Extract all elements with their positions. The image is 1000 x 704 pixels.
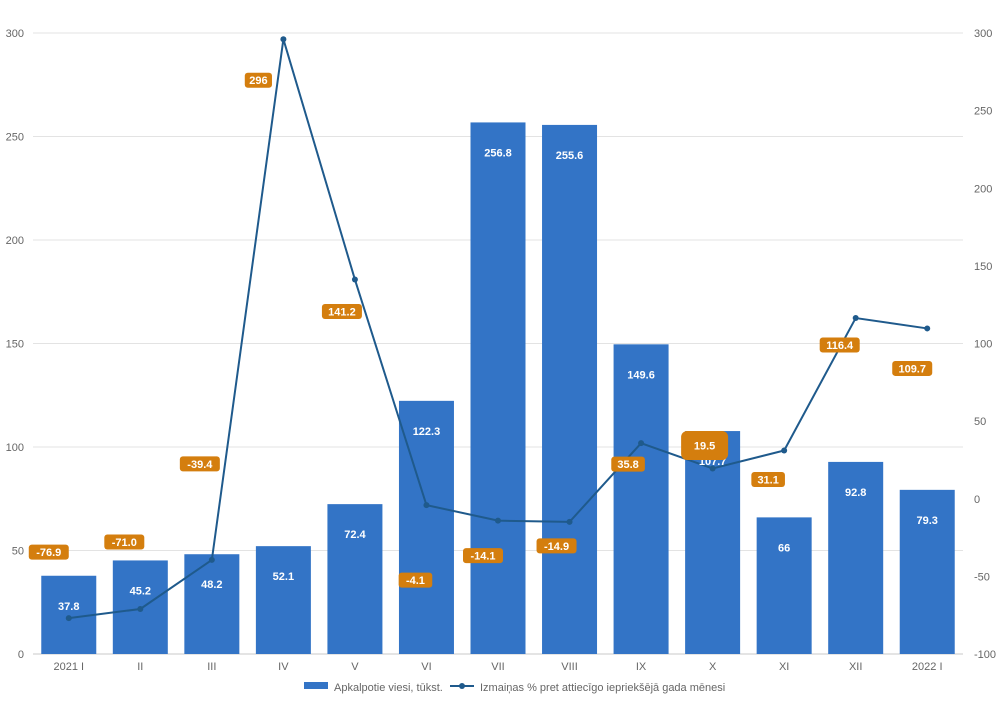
bar-label: 255.6: [556, 150, 584, 162]
line-label: 31.1: [757, 474, 778, 486]
bar: [756, 517, 812, 654]
bar-label: 52.1: [273, 571, 294, 583]
line-label-box: [28, 544, 69, 560]
line-point: [423, 502, 430, 509]
x-axis-tick: IX: [636, 661, 647, 673]
bar-label: 37.8: [58, 601, 79, 613]
line-label-box: [244, 72, 272, 88]
left-axis-tick: 200: [6, 235, 24, 247]
line-point: [65, 615, 72, 622]
bar: [613, 344, 669, 654]
line-point: [924, 325, 931, 332]
line-point: [495, 517, 501, 524]
line-label: 35.8: [617, 459, 638, 471]
x-axis-tick: V: [351, 661, 359, 673]
line-label-box: [179, 456, 220, 472]
legend-line-marker: [459, 683, 465, 689]
x-axis-tick: 2022 I: [912, 661, 943, 673]
line-label: 19.5: [694, 440, 715, 452]
right-axis-tick: 100: [974, 339, 992, 351]
line-point: [280, 36, 287, 43]
bar-label: 149.6: [627, 369, 655, 381]
line-label-box: [536, 538, 577, 554]
line-point: [852, 315, 859, 322]
x-axis-tick: II: [137, 661, 143, 673]
bar-label: 256.8: [484, 147, 512, 159]
left-axis-tick: 150: [6, 339, 24, 351]
x-axis-tick: XI: [779, 661, 789, 673]
x-axis-tick: XII: [849, 661, 862, 673]
x-axis-tick: 2021 I: [53, 661, 84, 673]
bar: [828, 461, 884, 654]
right-axis-tick: 50: [974, 416, 986, 428]
line-label-box: [892, 360, 933, 376]
line-label-box: [398, 572, 433, 588]
right-axis-tick: -50: [974, 571, 990, 583]
line-label: 116.4: [826, 340, 854, 352]
legend-bar-swatch: [304, 682, 328, 689]
line-point: [566, 518, 573, 525]
line-label: -76.9: [36, 547, 61, 559]
line-label: -14.1: [470, 551, 495, 563]
line-label-box: [819, 337, 860, 353]
right-axis-tick: 300: [974, 28, 992, 40]
line-label: -14.9: [544, 541, 569, 553]
line-label: -71.0: [112, 537, 137, 549]
bar: [542, 124, 598, 654]
right-axis-tick: 150: [974, 261, 992, 273]
bar-label: 72.4: [344, 529, 366, 541]
line-label-box: [463, 548, 503, 564]
x-axis-tick: VII: [491, 661, 504, 673]
legend-line-label: Izmaiņas % pret attiecīgo iepriekšējā ga…: [480, 682, 725, 694]
x-axis-tick: X: [709, 661, 717, 673]
bar-label: 45.2: [130, 585, 151, 597]
line-label: -39.4: [187, 459, 213, 471]
bar: [255, 546, 311, 654]
bar-label: 122.3: [413, 426, 441, 438]
left-axis-tick: 300: [6, 28, 24, 40]
line-label: 109.7: [898, 363, 926, 375]
line-point: [137, 605, 144, 612]
bar-label: 92.8: [845, 487, 866, 499]
left-axis-tick: 50: [12, 546, 24, 558]
line-label-box: [321, 304, 362, 320]
bar-label: 66: [778, 542, 790, 554]
bar: [327, 504, 383, 654]
bar: [398, 400, 454, 654]
bar: [184, 554, 240, 654]
x-axis-tick: III: [207, 661, 216, 673]
line-label-box: [611, 456, 645, 472]
x-axis-tick: VI: [421, 661, 431, 673]
line-point: [709, 465, 716, 472]
line-point: [638, 440, 645, 447]
line-label-box: [751, 471, 785, 487]
x-axis-tick: VIII: [561, 661, 578, 673]
x-axis-tick: IV: [278, 661, 289, 673]
legend-bar-label: Apkalpotie viesi, tūkst.: [334, 682, 443, 694]
line-point: [208, 556, 215, 563]
line-label: 141.2: [328, 307, 356, 319]
left-axis-tick: 250: [6, 132, 24, 144]
bar-label: 48.2: [201, 579, 222, 591]
right-axis-tick: 250: [974, 106, 992, 118]
line-label-box: [681, 430, 729, 460]
line-point: [351, 276, 358, 283]
left-axis-tick: 0: [18, 649, 24, 661]
left-axis-tick: 100: [6, 442, 24, 454]
bar: [470, 122, 526, 654]
line-label: 296: [249, 75, 267, 87]
bar: [899, 489, 955, 654]
bar-label: 79.3: [917, 515, 938, 527]
line-point: [781, 447, 788, 454]
line-label: -4.1: [406, 575, 425, 587]
right-axis-tick: 0: [974, 494, 980, 506]
line-label-box: [104, 534, 145, 550]
right-axis-tick: 200: [974, 183, 992, 195]
right-axis-tick: -100: [974, 649, 996, 661]
